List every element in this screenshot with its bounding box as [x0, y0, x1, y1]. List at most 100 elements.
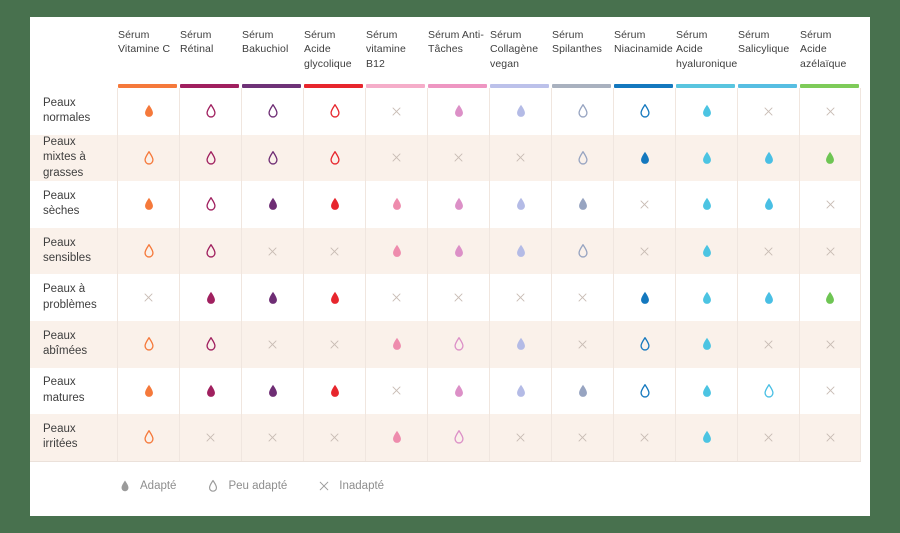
- column-header-1: Sérum Vitamine C: [117, 17, 179, 88]
- matrix-cell: [117, 227, 179, 275]
- drop-filled-icon: [513, 336, 529, 352]
- drop-filled-icon: [203, 383, 219, 399]
- drop-outline-icon: [203, 196, 219, 212]
- column-header-6: Sérum Anti-Tâches: [427, 17, 489, 88]
- drop-filled-icon: [699, 243, 715, 259]
- drop-filled-icon: [637, 290, 653, 306]
- matrix-cell: [799, 88, 861, 135]
- x-mark-icon: [762, 338, 775, 351]
- x-mark-icon: [824, 338, 837, 351]
- x-mark-icon: [514, 151, 527, 164]
- column-header-3: Sérum Bakuchiol: [241, 17, 303, 88]
- legend-label-inadapte: Inadapté: [339, 479, 385, 492]
- column-color-bar: [552, 84, 611, 88]
- matrix-cell: [489, 227, 551, 275]
- x-mark-icon: [824, 245, 837, 258]
- row-label: Peaux matures: [30, 367, 117, 415]
- matrix-cell: [365, 367, 427, 415]
- matrix-cell: [737, 227, 799, 275]
- drop-outline-icon: [761, 383, 777, 399]
- matrix-cell: [613, 274, 675, 321]
- column-color-bar: [800, 84, 859, 88]
- matrix-corner: [30, 17, 117, 88]
- x-mark-icon: [390, 151, 403, 164]
- drop-filled-icon: [699, 429, 715, 445]
- matrix-cell: [179, 414, 241, 461]
- matrix-cell: [117, 181, 179, 228]
- x-mark-icon: [390, 105, 403, 118]
- matrix-cell: [117, 134, 179, 182]
- x-mark-icon: [328, 245, 341, 258]
- drop-filled-icon: [118, 479, 132, 493]
- matrix-cell: [365, 88, 427, 135]
- column-header-12: Sérum Acide azélaïque: [799, 17, 861, 88]
- drop-filled-icon: [699, 150, 715, 166]
- column-header-label: Sérum Salicylique: [738, 29, 790, 56]
- matrix-cell: [737, 274, 799, 321]
- matrix-cell: [427, 367, 489, 415]
- column-header-9: Sérum Niacinamide: [613, 17, 675, 88]
- x-mark-icon: [317, 479, 331, 493]
- drop-outline-icon: [265, 150, 281, 166]
- drop-outline-icon: [451, 429, 467, 445]
- drop-outline-icon: [451, 336, 467, 352]
- matrix-cell: [117, 88, 179, 135]
- drop-filled-icon: [822, 150, 838, 166]
- matrix-cell: [303, 414, 365, 461]
- matrix-cell: [179, 227, 241, 275]
- legend-label-peu-adapte: Peu adapté: [228, 479, 288, 492]
- x-mark-icon: [328, 431, 341, 444]
- drop-outline-icon: [203, 150, 219, 166]
- x-mark-icon: [266, 431, 279, 444]
- matrix-cell: [427, 320, 489, 368]
- matrix-cell: [489, 88, 551, 135]
- matrix-cell: [179, 367, 241, 415]
- matrix-cell: [799, 134, 861, 182]
- column-color-bar: [242, 84, 301, 88]
- matrix-cell: [737, 134, 799, 182]
- drop-filled-icon: [699, 196, 715, 212]
- matrix-cell: [675, 320, 737, 368]
- matrix-cell: [179, 320, 241, 368]
- drop-outline-icon: [141, 243, 157, 259]
- column-header-5: Sérum vitamine B12: [365, 17, 427, 88]
- drop-outline-icon: [575, 150, 591, 166]
- drop-filled-icon: [265, 290, 281, 306]
- column-header-7: Sérum Collagène vegan: [489, 17, 551, 88]
- column-color-bar: [304, 84, 363, 88]
- legend-item-inadapte: Inadapté: [317, 479, 384, 493]
- matrix-cell: [489, 320, 551, 368]
- row-label: Peaux sensibles: [30, 227, 117, 275]
- matrix-cell: [613, 88, 675, 135]
- x-mark-icon: [638, 245, 651, 258]
- matrix-cell: [799, 414, 861, 461]
- matrix-cell: [675, 88, 737, 135]
- matrix-cell: [799, 320, 861, 368]
- drop-filled-icon: [451, 243, 467, 259]
- column-color-bar: [738, 84, 797, 88]
- matrix-cell: [551, 414, 613, 461]
- drop-outline-icon: [203, 243, 219, 259]
- drop-filled-icon: [575, 196, 591, 212]
- drop-filled-icon: [575, 383, 591, 399]
- matrix-cell: [489, 414, 551, 461]
- matrix-cell: [427, 227, 489, 275]
- drop-filled-icon: [822, 290, 838, 306]
- matrix-cell: [613, 134, 675, 182]
- column-header-label: Sérum Bakuchiol: [242, 29, 289, 56]
- matrix-cell: [551, 274, 613, 321]
- matrix-cell: [303, 320, 365, 368]
- matrix-cell: [365, 134, 427, 182]
- drop-filled-icon: [699, 336, 715, 352]
- matrix-cell: [675, 181, 737, 228]
- matrix-cell: [241, 181, 303, 228]
- matrix-cell: [613, 181, 675, 228]
- matrix-cell: [117, 414, 179, 461]
- column-header-label: Sérum Niacinamide: [614, 29, 673, 56]
- matrix-cell: [799, 274, 861, 321]
- matrix-cell: [427, 134, 489, 182]
- matrix-cell: [551, 227, 613, 275]
- matrix-cell: [179, 274, 241, 321]
- matrix-cell: [241, 414, 303, 461]
- x-mark-icon: [824, 384, 837, 397]
